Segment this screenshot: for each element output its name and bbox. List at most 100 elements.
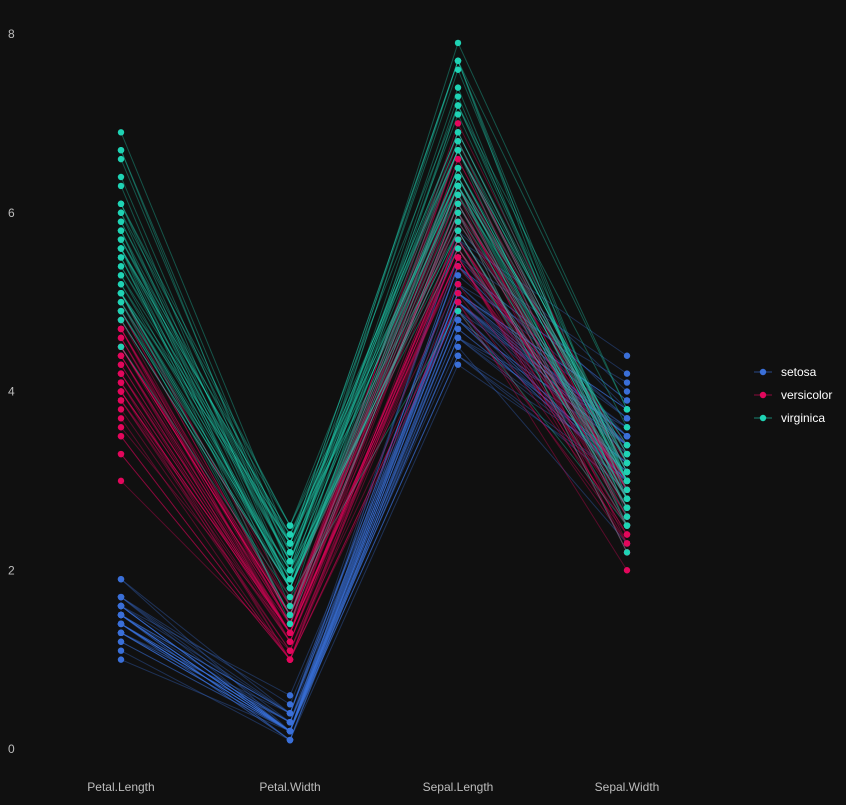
legend-label: setosa [781,365,817,379]
series-line-versicolor-3 [120,256,628,634]
data-point-virginica-42-Sepal.Length [454,227,462,234]
series-line-virginica-32 [120,175,628,554]
series-line-setosa-45 [120,319,628,723]
data-point-setosa-42-Sepal.Length [454,352,462,359]
data-point-setosa-48-Sepal.Width [623,415,631,422]
series-line-setosa-21 [120,292,628,714]
series-line-setosa-11 [120,319,628,732]
y-tick-label: 4 [8,385,15,399]
data-point-virginica-7-Sepal.Length [454,93,462,100]
data-point-virginica-25-Petal.Length [117,209,125,216]
series-versicolor-lines [120,122,628,661]
legend-key-point [759,391,767,399]
data-point-setosa-45-Sepal.Length [454,316,462,324]
series-line-setosa-8 [120,354,628,732]
series-virginica-lines [120,41,628,626]
series-line-virginica-31 [120,41,628,572]
series-line-versicolor-7 [120,310,628,661]
data-point-virginica-31-Petal.Length [117,173,125,181]
series-line-virginica-26 [120,193,628,590]
data-point-virginica-6-Petal.Length [117,343,125,351]
data-point-virginica-27-Petal.Length [117,307,125,315]
series-line-versicolor-24 [120,175,628,634]
series-line-virginica-30 [120,86,628,581]
x-tick-label: Sepal.Width [595,780,660,794]
data-point-versicolor-43-Sepal.Width [623,540,631,547]
series-line-virginica-14 [120,229,628,536]
series-line-versicolor-29 [120,238,628,661]
series-line-versicolor-22 [120,184,628,617]
data-point-setosa-29-Sepal.Length [454,325,462,333]
series-line-virginica-41 [120,131,628,545]
data-point-setosa-13-Sepal.Length [454,361,462,368]
series-line-versicolor-26 [120,139,628,626]
series-line-setosa-17 [120,292,628,723]
data-point-virginica-49-Petal.Width [286,584,294,592]
legend-key-point [759,414,767,422]
series-line-virginica-34 [120,202,628,626]
data-point-virginica-34-Sepal.Length [454,200,462,208]
data-point-virginica-40-Petal.Length [117,245,125,252]
series-line-setosa-5 [120,265,628,715]
series-line-virginica-5 [120,68,628,563]
data-point-virginica-33-Sepal.Width [623,495,631,502]
series-line-virginica-28 [120,175,628,563]
data-point-virginica-38-Petal.Length [117,316,125,324]
data-point-virginica-29-Sepal.Length [454,102,462,109]
series-line-versicolor-43 [120,301,628,661]
data-point-setosa-33-Sepal.Width [623,370,631,377]
data-point-virginica-22-Petal.Length [117,146,125,154]
series-line-setosa-33 [120,256,628,732]
series-line-setosa-29 [120,328,628,732]
data-point-versicolor-42-Petal.Length [117,388,125,395]
data-point-setosa-23-Petal.Length [117,593,125,601]
series-line-versicolor-12 [120,211,628,661]
series-line-setosa-27 [120,283,628,732]
series-line-virginica-21 [120,247,628,572]
data-point-setosa-45-Petal.Width [286,718,294,726]
series-line-setosa-14 [120,229,628,732]
series-line-virginica-7 [120,95,628,590]
series-line-versicolor-15 [120,148,628,626]
series-line-virginica-49 [120,220,628,590]
data-point-virginica-41-Sepal.Width [623,468,631,476]
data-point-virginica-46-Sepal.Length [454,182,462,190]
data-point-virginica-35-Petal.Length [117,200,125,208]
data-point-virginica-46-Petal.Width [286,575,294,583]
series-line-versicolor-34 [120,265,628,616]
data-point-virginica-37-Sepal.Length [454,173,462,181]
data-point-versicolor-47-Petal.Length [117,361,125,368]
series-line-virginica-15 [120,175,628,545]
series-line-versicolor-19 [120,247,628,652]
data-point-versicolor-36-Petal.Length [117,325,125,333]
data-point-virginica-46-Sepal.Width [623,522,631,529]
series-line-setosa-22 [120,337,628,732]
data-point-virginica-48-Sepal.Width [623,441,631,449]
data-point-versicolor-48-Sepal.Length [454,289,462,297]
data-point-setosa-44-Petal.Length [117,575,125,583]
data-point-setosa-42-Petal.Length [117,629,125,637]
series-line-versicolor-5 [120,238,628,634]
data-point-versicolor-9-Sepal.Length [454,281,462,288]
series-line-setosa-41 [120,345,628,723]
series-line-setosa-1 [120,310,628,732]
data-point-virginica-49-Sepal.Length [454,218,462,225]
series-line-versicolor-27 [120,148,628,599]
series-line-versicolor-36 [120,148,628,617]
data-point-virginica-30-Sepal.Length [454,84,462,91]
data-point-setosa-49-Petal.Width [286,727,294,735]
series-line-versicolor-0 [120,122,628,626]
series-line-setosa-25 [120,301,628,732]
series-line-setosa-9 [120,310,628,741]
series-points [117,39,631,744]
series-line-virginica-33 [120,184,628,617]
data-point-setosa-48-Petal.Length [117,611,125,619]
series-line-virginica-9 [120,104,628,527]
series-line-versicolor-21 [120,202,628,634]
series-line-virginica-12 [120,140,628,563]
series-setosa-lines [120,229,628,741]
legend-item-setosa: setosa [754,365,817,379]
data-point-virginica-44-Petal.Width [286,522,294,529]
series-line-setosa-2 [120,328,628,732]
legend-key-point [759,368,767,376]
